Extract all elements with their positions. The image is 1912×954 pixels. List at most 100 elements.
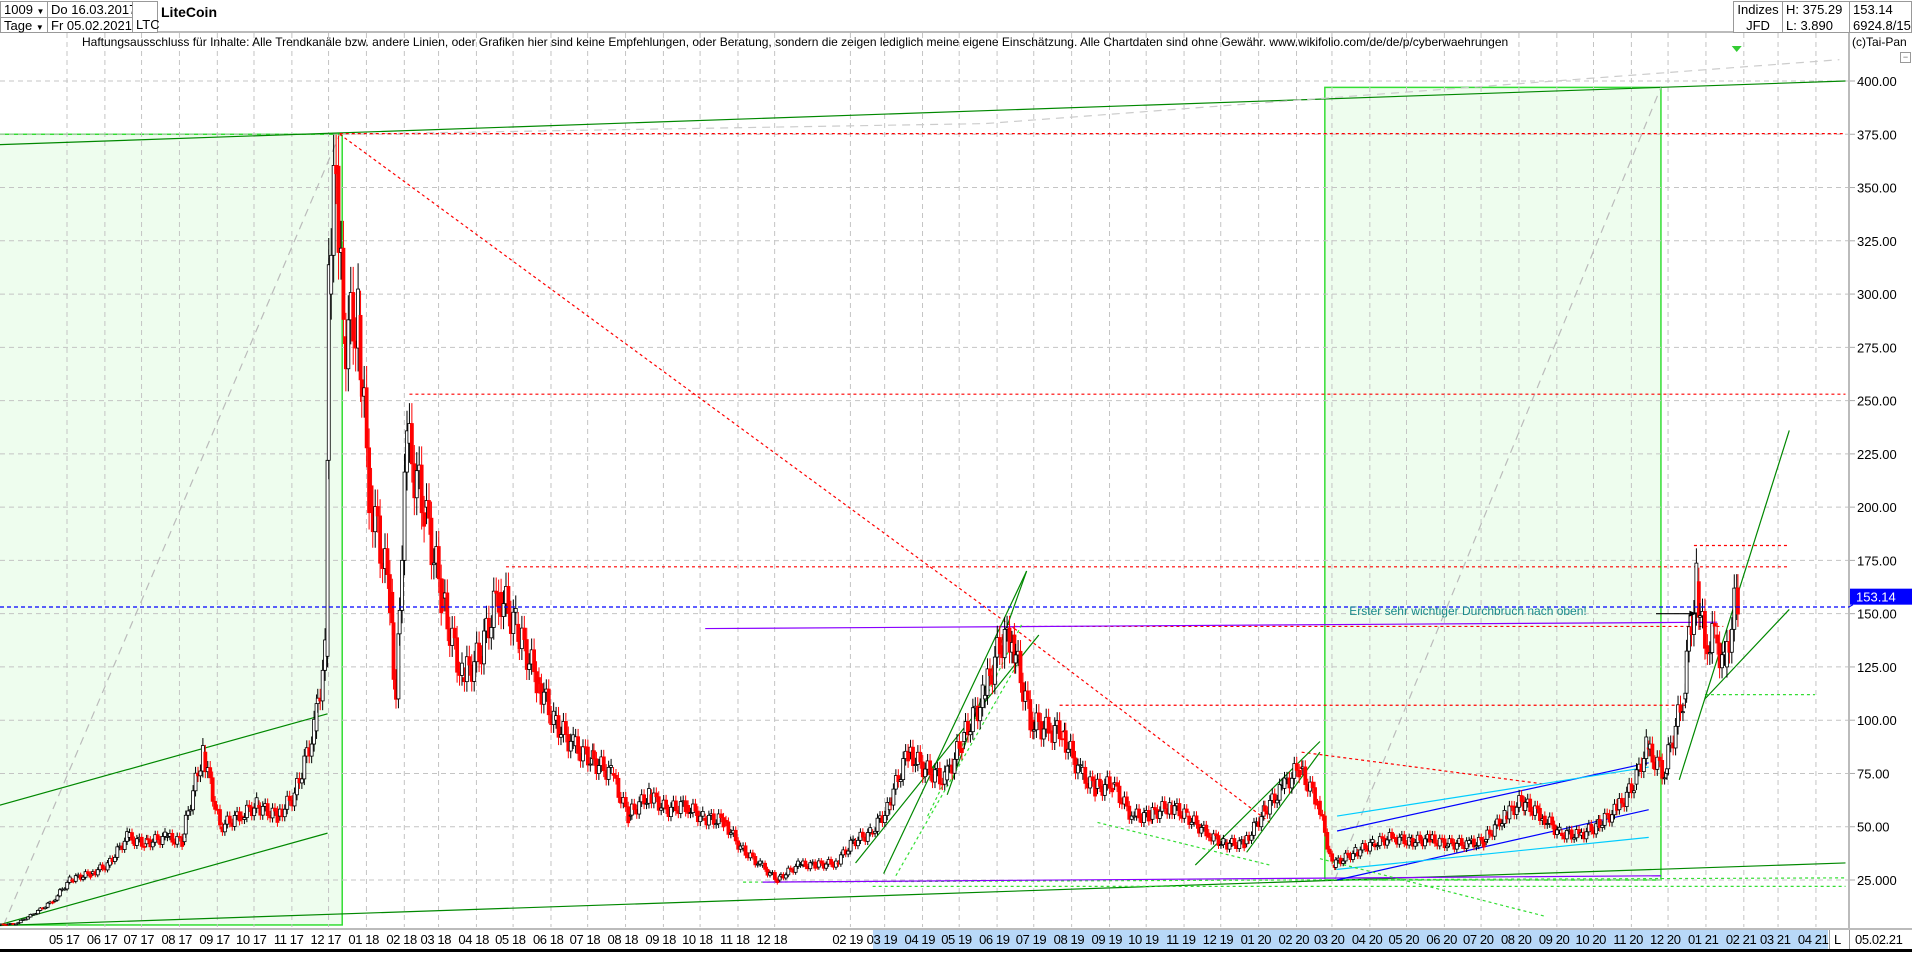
candle xyxy=(507,586,510,613)
y-tick-label: 250.00 xyxy=(1857,394,1897,409)
collapse-icon[interactable]: − xyxy=(1900,52,1911,63)
candle xyxy=(1116,783,1119,786)
candle xyxy=(856,840,859,845)
candle xyxy=(581,747,584,761)
candle xyxy=(266,804,269,816)
candle xyxy=(924,769,927,777)
candle xyxy=(502,604,505,617)
downtrend-2017-2019 xyxy=(340,134,1015,628)
channel-2019-steep xyxy=(884,571,1027,874)
x-tick-label: 08 18 xyxy=(608,932,639,947)
candle xyxy=(156,835,159,840)
candle xyxy=(1556,830,1559,835)
candle xyxy=(1565,830,1568,839)
candle xyxy=(398,610,401,633)
candle xyxy=(597,766,600,774)
candle xyxy=(1635,770,1638,784)
scale-mode-button[interactable]: L xyxy=(1834,932,1841,947)
x-tick-label: 04 18 xyxy=(458,932,489,947)
candle xyxy=(460,663,463,675)
x-tick-label: 12 20 xyxy=(1650,932,1681,947)
candle xyxy=(1037,713,1040,722)
candle xyxy=(228,816,231,823)
x-tick-label: 01 21 xyxy=(1688,932,1719,947)
x-tick-label: 05 20 xyxy=(1389,932,1420,947)
candle xyxy=(929,761,932,775)
x-tick-label: 11 18 xyxy=(720,932,750,947)
candle xyxy=(866,833,869,842)
candle xyxy=(288,796,291,800)
candle xyxy=(1468,841,1471,844)
x-tick-label: 05 18 xyxy=(495,932,526,947)
candle xyxy=(1108,777,1111,788)
candle xyxy=(809,863,812,869)
candle xyxy=(528,664,531,669)
candle xyxy=(754,856,757,864)
candle xyxy=(171,833,174,842)
candle xyxy=(1111,788,1114,792)
candle xyxy=(192,791,195,810)
candle xyxy=(1158,811,1161,818)
candle xyxy=(547,689,550,715)
candle xyxy=(1238,841,1241,849)
candle xyxy=(1061,739,1064,740)
candle xyxy=(1558,827,1561,830)
candle xyxy=(1026,691,1029,700)
candle xyxy=(1217,836,1220,846)
candle xyxy=(907,751,910,761)
candle xyxy=(1424,839,1427,846)
candle xyxy=(1067,749,1070,752)
candle xyxy=(1730,629,1733,652)
candle xyxy=(1685,651,1688,693)
candle xyxy=(1674,726,1677,748)
candle xyxy=(624,797,627,806)
candle xyxy=(1651,744,1654,762)
x-tick-label: 02 20 xyxy=(1279,932,1310,947)
candle xyxy=(1713,623,1716,626)
candle xyxy=(218,810,221,825)
candle xyxy=(1364,844,1367,849)
disclaimer-text: Haftungsausschluss für Inhalte: Alle Tre… xyxy=(82,35,1508,49)
axis-divider xyxy=(1829,930,1830,949)
candle xyxy=(1318,801,1321,814)
candle xyxy=(1359,850,1362,856)
candle xyxy=(727,822,730,834)
candle xyxy=(51,902,54,903)
x-tick-label: 08 19 xyxy=(1054,932,1085,947)
candle xyxy=(1103,785,1106,796)
candle xyxy=(330,255,333,294)
candle xyxy=(1278,785,1281,801)
candle xyxy=(1681,712,1684,713)
candle xyxy=(993,657,996,684)
x-tick-label: 06 20 xyxy=(1426,932,1457,947)
candle xyxy=(825,864,828,868)
x-tick-label: 08 20 xyxy=(1501,932,1532,947)
candle xyxy=(638,802,641,814)
candle xyxy=(187,811,190,815)
candle xyxy=(123,841,126,849)
x-tick-label: 11 19 xyxy=(1166,932,1196,947)
candle xyxy=(984,695,987,699)
y-tick-label: 350.00 xyxy=(1857,181,1897,196)
candle xyxy=(1252,822,1255,835)
x-tick-label: 07 17 xyxy=(124,932,155,947)
candle xyxy=(1268,800,1271,814)
candle xyxy=(764,863,767,869)
x-tick-label: 12 18 xyxy=(757,932,788,947)
candle xyxy=(1721,655,1724,668)
candle xyxy=(482,631,485,664)
axis-divider xyxy=(1849,930,1850,949)
candle xyxy=(564,721,567,734)
last-price-label: 153.14 xyxy=(1856,590,1896,605)
candle xyxy=(303,756,306,779)
candle xyxy=(883,816,886,823)
channel-2019-top xyxy=(856,635,1039,863)
candle xyxy=(116,847,119,858)
candle xyxy=(699,816,702,821)
green-dotted-2019 xyxy=(896,656,1022,875)
candle xyxy=(1295,764,1298,771)
x-tick-label: 11 17 xyxy=(274,932,304,947)
candle xyxy=(1019,651,1022,682)
candle xyxy=(1679,705,1682,712)
candle xyxy=(1661,760,1664,778)
